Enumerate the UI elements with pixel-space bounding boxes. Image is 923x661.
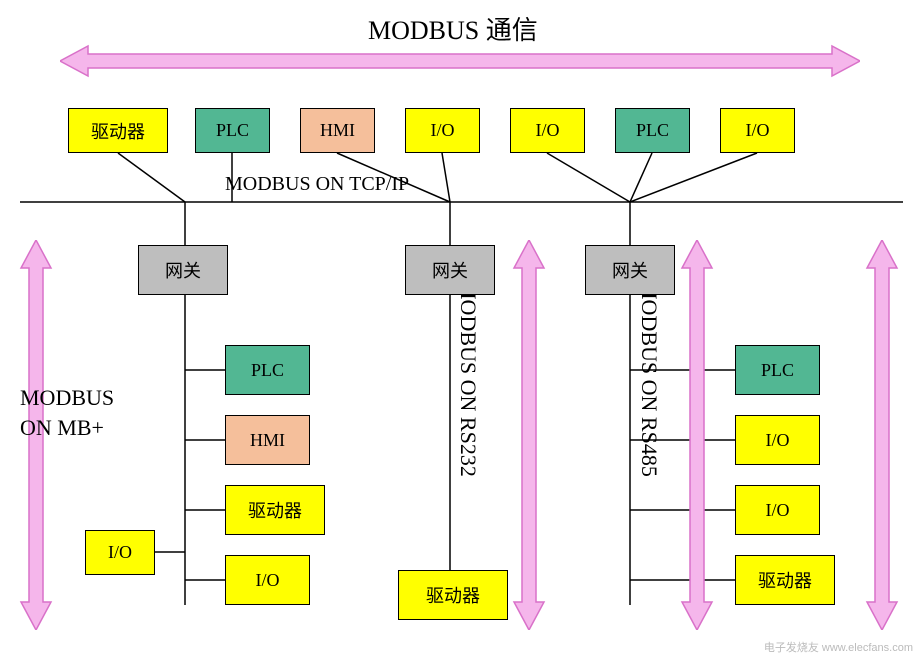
watermark: 电子发烧友 www.elecfans.com [764,639,913,655]
col3-plc: PLC [735,345,820,395]
rs485-label: MODBUS ON RS485 [636,280,662,477]
col1-driver: 驱动器 [225,485,325,535]
node-plc-1: PLC [195,108,270,153]
node-plc-2: PLC [615,108,690,153]
col1-io-left: I/O [85,530,155,575]
tcp-label: MODBUS ON TCP/IP [225,173,409,196]
v-arrow-2 [512,240,546,630]
col3-io-2: I/O [735,485,820,535]
v-arrow-3 [680,240,714,630]
col2-driver: 驱动器 [398,570,508,620]
top-double-arrow [60,44,860,78]
col3-driver: 驱动器 [735,555,835,605]
mbplus-label-1: MODBUS [20,385,114,411]
mbplus-label-2: ON MB+ [20,415,104,441]
diagram-title: MODBUS 通信 [368,10,538,47]
col3-io-1: I/O [735,415,820,465]
node-driver-1: 驱动器 [68,108,168,153]
gateway-3: 网关 [585,245,675,295]
node-io-2: I/O [510,108,585,153]
col1-io-right: I/O [225,555,310,605]
node-hmi-1: HMI [300,108,375,153]
col1-hmi: HMI [225,415,310,465]
node-io-3: I/O [720,108,795,153]
gateway-2: 网关 [405,245,495,295]
rs232-label: MODBUS ON RS232 [455,280,481,477]
v-arrow-4 [865,240,899,630]
col1-plc: PLC [225,345,310,395]
gateway-1: 网关 [138,245,228,295]
node-io-1: I/O [405,108,480,153]
